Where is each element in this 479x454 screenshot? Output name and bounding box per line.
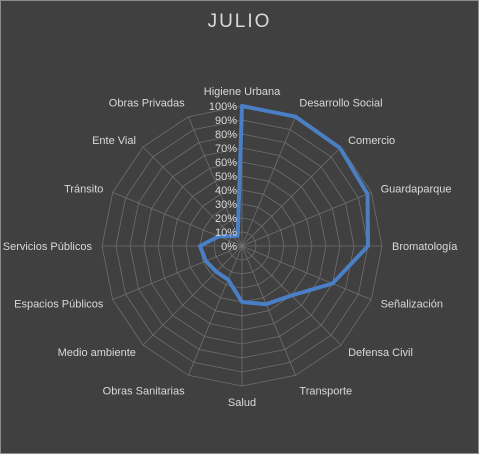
grid-spoke: [241, 245, 372, 300]
category-label: Obras Sanitarias: [103, 386, 185, 398]
data-point: [230, 234, 234, 238]
data-point: [236, 234, 240, 238]
data-point: [217, 234, 221, 238]
category-label: Desarrollo Social: [299, 97, 382, 109]
grid-spoke: [241, 192, 372, 247]
category-label: Espacios Públicos: [14, 298, 104, 310]
category-label: Medio ambiente: [58, 347, 136, 359]
category-label: Comercio: [348, 135, 395, 147]
tick-label: 60%: [215, 157, 237, 169]
data-point: [366, 244, 370, 248]
tick-label: 40%: [215, 185, 237, 197]
grid-spoke: [142, 146, 243, 247]
category-label: Defensa Civil: [348, 347, 413, 359]
grid-spoke: [112, 245, 243, 300]
data-point: [294, 115, 298, 119]
data-point: [366, 192, 369, 196]
tick-label: 30%: [215, 199, 237, 211]
tick-layer: 0% 10% 20% 30% 40% 50% 60% 70% 80% 90% 100%: [209, 101, 237, 253]
category-label: Señalización: [381, 298, 443, 310]
data-point: [214, 270, 218, 274]
data-point: [204, 259, 208, 263]
tick-label: 20%: [215, 213, 237, 225]
category-label: Salud: [228, 397, 256, 409]
data-point: [226, 278, 230, 282]
data-point: [290, 294, 293, 297]
data-point: [264, 302, 268, 306]
category-label: Obras Privadas: [109, 97, 185, 109]
tick-label: 0%: [221, 241, 237, 253]
tick-label: 100%: [209, 101, 237, 113]
tick-label: 10%: [215, 227, 237, 239]
category-label: Higiene Urbana: [204, 86, 281, 98]
data-point: [240, 300, 244, 304]
category-label: Ente Vial: [92, 135, 136, 147]
category-label: Guardaparque: [381, 184, 452, 196]
data-point: [331, 282, 334, 285]
data-point: [198, 244, 202, 248]
tick-label: 50%: [215, 171, 237, 183]
grid-spoke: [241, 116, 296, 247]
grid-spoke: [241, 146, 342, 247]
grid-spoke: [188, 245, 243, 376]
category-label: Tránsito: [64, 184, 103, 196]
grid-spoke: [241, 245, 296, 376]
label-layer: Higiene Urbana Desarrollo Social Comercio G…: [3, 86, 459, 409]
data-point: [240, 104, 244, 108]
chart-title: JULIO: [207, 11, 272, 32]
tick-label: 90%: [215, 115, 237, 127]
grid-spoke: [188, 116, 243, 247]
series-layer: [198, 104, 370, 307]
tick-label: 70%: [215, 143, 237, 155]
grid-spoke: [142, 245, 243, 346]
data-point: [338, 146, 342, 150]
category-label: Bromatología: [392, 241, 458, 253]
tick-label: 80%: [215, 129, 237, 141]
category-label: Servicios Públicos: [3, 241, 93, 253]
category-label: Transporte: [299, 386, 352, 398]
